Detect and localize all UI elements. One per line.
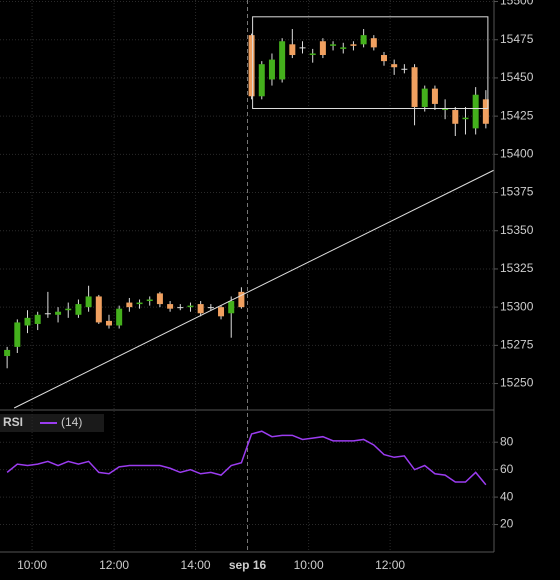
y-tick-label: 15275 xyxy=(500,338,534,352)
y-tick-label: 15400 xyxy=(500,147,534,161)
candle-body xyxy=(370,38,377,48)
candle-body xyxy=(289,44,296,56)
y-tick-label: 15300 xyxy=(500,299,534,313)
rsi-legend-label: (14) xyxy=(61,415,82,429)
y-tick-label: 15475 xyxy=(500,32,534,46)
candle-body xyxy=(116,308,123,326)
candle-body xyxy=(309,53,316,56)
candle-body xyxy=(462,117,469,120)
candle-body xyxy=(391,64,398,68)
candle-body xyxy=(44,313,51,315)
y-tick-label: 15425 xyxy=(500,108,534,122)
x-tick-label: 12:00 xyxy=(375,558,405,572)
candle-body xyxy=(156,293,163,305)
y-tick-label: 80 xyxy=(500,434,514,448)
candle-body xyxy=(177,307,184,309)
candle-body xyxy=(207,307,214,309)
y-tick-label: 15350 xyxy=(500,223,534,237)
candle-body xyxy=(126,302,133,308)
candle-body xyxy=(75,304,82,315)
candle-body xyxy=(401,68,408,70)
candle-body xyxy=(360,35,367,45)
y-tick-label: 15500 xyxy=(500,0,534,8)
candle-body xyxy=(167,304,174,309)
candle-body xyxy=(472,94,479,129)
candle-body xyxy=(95,296,102,323)
candle-body xyxy=(34,314,41,324)
candle-body xyxy=(187,305,194,308)
y-tick-label: 15325 xyxy=(500,261,534,275)
candle-body xyxy=(85,296,92,308)
candle-body xyxy=(442,108,449,111)
candle-body xyxy=(258,64,265,97)
candle-body xyxy=(197,304,204,314)
y-tick-label: 20 xyxy=(500,517,514,531)
candle-body xyxy=(350,44,357,46)
candle-body xyxy=(136,302,143,305)
candle-body xyxy=(340,47,347,49)
candle-body xyxy=(218,307,225,317)
candle-body xyxy=(482,99,489,124)
candle-body xyxy=(299,47,306,49)
candle-body xyxy=(146,299,153,302)
rsi-title: RSI xyxy=(3,415,23,429)
candle-body xyxy=(319,41,326,56)
candle-body xyxy=(238,291,245,308)
candle-body xyxy=(380,55,387,62)
candle-body xyxy=(431,88,438,104)
candle-body xyxy=(279,41,286,80)
y-tick-label: 60 xyxy=(500,462,514,476)
candle-body xyxy=(411,67,418,107)
x-tick-label: 14:00 xyxy=(181,558,211,572)
y-tick-label: 15250 xyxy=(500,376,534,390)
y-tick-label: 40 xyxy=(500,489,514,503)
candle-body xyxy=(330,44,337,46)
x-tick-label: 10:00 xyxy=(17,558,47,572)
candle-body xyxy=(105,320,112,326)
x-tick-label: 10:00 xyxy=(294,558,324,572)
y-tick-label: 15375 xyxy=(500,185,534,199)
rsi-line xyxy=(6,430,487,486)
x-tick-label: sep 16 xyxy=(229,558,267,572)
candle-body xyxy=(248,35,255,97)
candle-body xyxy=(421,88,428,107)
candle-body xyxy=(268,59,275,80)
candle-body xyxy=(14,322,21,347)
candle-body xyxy=(65,308,72,311)
trendline xyxy=(13,169,494,409)
candle-body xyxy=(55,311,62,315)
y-tick-label: 15450 xyxy=(500,70,534,84)
x-tick-label: 12:00 xyxy=(99,558,129,572)
candle-body xyxy=(24,317,31,326)
candle-body xyxy=(452,110,459,124)
range-box xyxy=(252,16,489,109)
candle-body xyxy=(228,301,235,314)
candle-body xyxy=(4,349,11,357)
